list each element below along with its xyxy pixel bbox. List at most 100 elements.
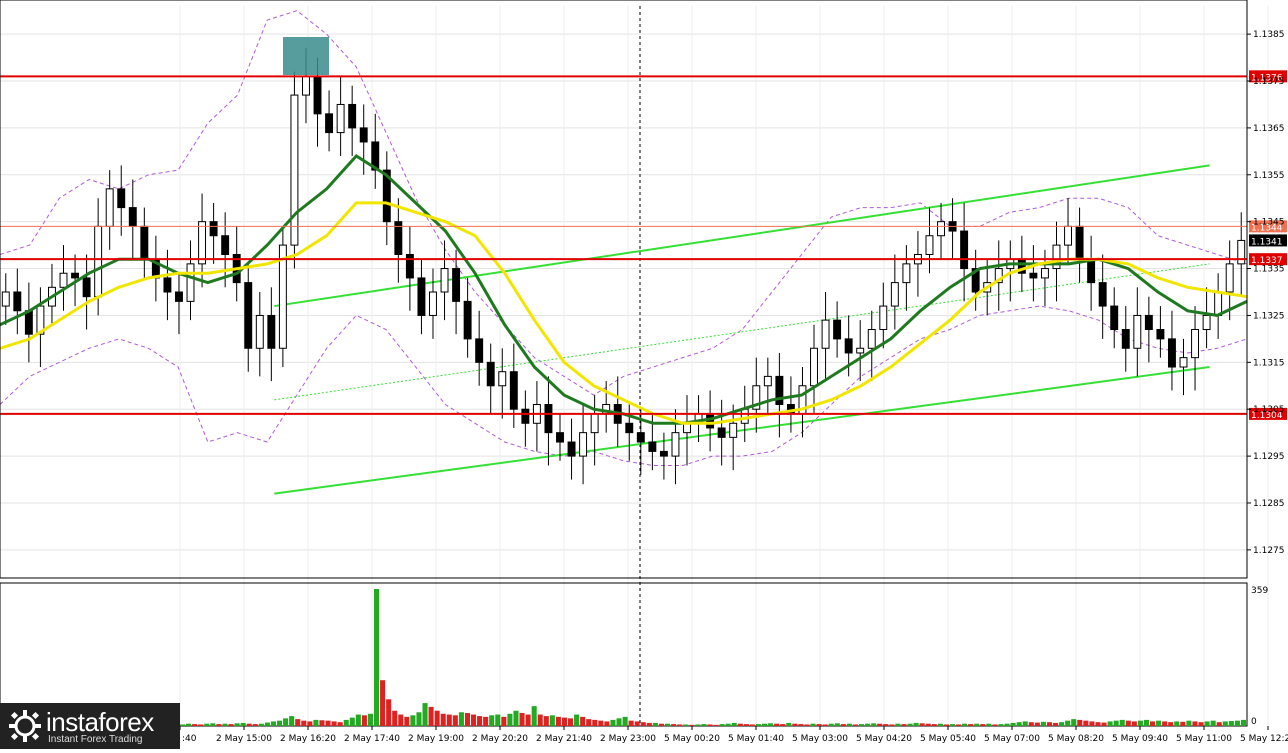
candle-body — [175, 291, 183, 302]
volume-bar — [913, 722, 919, 726]
volume-bar — [210, 723, 216, 726]
volume-bar — [1071, 719, 1077, 726]
candle-body — [13, 291, 22, 312]
volume-bar — [1150, 721, 1156, 726]
current-price-tag — [1249, 234, 1287, 247]
volume-bar — [246, 723, 252, 726]
price-tick-label: 1.1365 — [1253, 124, 1285, 134]
volume-bar — [216, 724, 222, 726]
volume-bar — [1113, 720, 1119, 726]
time-tick-label: 2 May 15:00 — [216, 734, 272, 744]
volume-bar — [1004, 723, 1010, 726]
volume-bar — [513, 710, 519, 726]
volume-bar — [228, 724, 234, 726]
volume-bar — [270, 721, 276, 726]
volume-bar — [1083, 720, 1089, 726]
volume-bar — [755, 724, 761, 726]
price-tick-label: 1.1355 — [1253, 171, 1285, 181]
volume-bar — [331, 721, 337, 726]
level-label: 1.1337 — [1251, 256, 1283, 266]
volume-bar — [252, 724, 258, 726]
volume-bar — [1101, 722, 1107, 726]
candle-body — [659, 450, 668, 457]
volume-bar — [240, 722, 246, 726]
volume-bar — [1046, 722, 1052, 726]
volume-bar — [652, 722, 658, 726]
volume-bar — [380, 680, 386, 726]
volume-bar — [980, 724, 986, 726]
volume-bar — [489, 715, 495, 726]
trend-channel — [274, 164, 1210, 495]
volume-bar — [525, 714, 531, 726]
candle-body — [440, 268, 449, 293]
volume-bar — [919, 723, 925, 726]
candle-body — [1225, 263, 1234, 293]
time-tick-label: 5 May 11:00 — [1176, 734, 1232, 744]
volume-bar — [422, 703, 428, 726]
volume-bar — [786, 722, 792, 726]
volume-bar — [574, 714, 580, 726]
price-tick-label: 1.1295 — [1253, 452, 1285, 462]
volume-bar — [519, 713, 525, 726]
candle-body — [221, 235, 230, 255]
volume-bar — [222, 723, 228, 726]
candle-body — [890, 282, 899, 307]
candle-body — [1237, 239, 1246, 265]
volume-bar — [361, 715, 367, 726]
volume-bar — [822, 724, 828, 726]
candle-body — [71, 272, 80, 279]
time-tick-label: 2 May 19:00 — [408, 734, 464, 744]
volume-bar — [1040, 721, 1046, 726]
candle-body — [994, 268, 1003, 284]
volume-bar — [1137, 720, 1143, 726]
volume-bar — [768, 723, 774, 726]
volume-bar — [1065, 720, 1071, 726]
price-tick-label: 1.1275 — [1253, 546, 1285, 556]
volume-bar — [1016, 722, 1022, 726]
candle-body — [960, 230, 969, 270]
volume-bar — [1119, 719, 1125, 726]
candle-body — [706, 413, 715, 429]
volume-bar — [1028, 722, 1034, 726]
brand-name: instaforex — [46, 707, 154, 737]
candle-body — [359, 127, 368, 143]
volume-bar — [1143, 719, 1149, 726]
candle-body — [1144, 314, 1153, 331]
volume-bar — [374, 589, 380, 726]
candle-body — [371, 141, 380, 171]
volume-bar — [725, 723, 731, 726]
candle-body — [636, 432, 645, 443]
volume-bar — [846, 723, 852, 726]
horizontal-levels: 1.1376 1.1337 1.1304 1.1344 1.1341 — [0, 70, 1287, 421]
candle-body — [348, 103, 357, 129]
volume-bar — [440, 713, 446, 726]
candle-body — [417, 277, 426, 316]
candle-body — [82, 277, 91, 298]
candle-body — [278, 244, 287, 349]
candle-body — [429, 291, 437, 316]
volume-zero-label: 0 — [1251, 717, 1257, 727]
time-tick-label: 5 May 04:20 — [856, 734, 912, 744]
volume-bar — [555, 716, 561, 726]
volume-bar — [834, 723, 840, 726]
volume-bar — [895, 723, 901, 726]
time-tick-label: 5 May 09:40 — [1112, 734, 1168, 744]
price-tick-label: 1.1335 — [1253, 265, 1285, 275]
volume-bar — [531, 706, 537, 726]
price-tick-label: 1.1315 — [1253, 358, 1285, 368]
candle-body — [1133, 314, 1142, 349]
volume-bar — [1234, 720, 1240, 726]
volume-bar — [798, 724, 804, 726]
volume-bar — [828, 723, 834, 726]
candle-body — [128, 207, 137, 227]
candle-body — [717, 427, 726, 438]
volume-bar — [483, 716, 489, 726]
volume-bar — [198, 724, 204, 726]
volume-bar — [1131, 721, 1137, 726]
volume-bar — [774, 723, 780, 726]
time-tick-label: 5 May 00:20 — [664, 734, 720, 744]
volume-bar — [671, 724, 677, 726]
volume-bar — [1095, 722, 1101, 726]
volume-bar — [707, 724, 713, 726]
